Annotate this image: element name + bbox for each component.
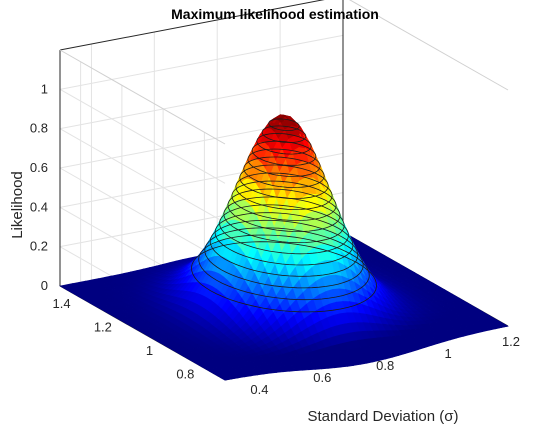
contour-lines: [191, 118, 377, 313]
contour-line: [247, 148, 321, 177]
contour-line: [191, 241, 377, 313]
contour-line: [214, 212, 354, 266]
z-tick-label: 0.6: [30, 160, 48, 175]
tick-labels: 0 0.2 0.4 0.6 0.8 1 0.4 0.6 0.8 1 1.2 0.8 1 1.2 1.4: [30, 81, 520, 397]
x-tick-label: 0.6: [313, 370, 331, 385]
surface: [59, 114, 509, 381]
chart-title: Maximum likelihood estimation: [171, 6, 379, 22]
contour-line: [219, 204, 349, 255]
y-tick-label: 1.2: [94, 319, 112, 334]
contour-line: [268, 118, 300, 131]
y-tick-label: 1: [146, 343, 153, 358]
contour-line: [239, 164, 329, 199]
x-tick-label: 1: [444, 346, 451, 361]
contour-line: [261, 125, 307, 143]
contour-line: [251, 140, 317, 166]
contour-line: [204, 227, 364, 289]
contour-line: [209, 219, 359, 277]
x-tick-label: 0.4: [250, 382, 268, 397]
y-tick-label: 0.8: [176, 366, 194, 381]
contour-line: [235, 172, 333, 210]
contour-line: [243, 156, 325, 188]
contour-line: [256, 132, 312, 155]
z-tick-label: 0.8: [30, 121, 48, 136]
x-tick-label: 1.2: [502, 334, 520, 349]
z-tick-label: 0.2: [30, 239, 48, 254]
x-tick-label: 0.8: [376, 358, 394, 373]
z-tick-label: 1: [41, 81, 48, 96]
contour-line: [198, 234, 370, 301]
contour-line: [231, 180, 337, 221]
z-axis-label: Likelihood: [9, 171, 26, 239]
contour-line: [227, 188, 341, 233]
surface-patch: [496, 323, 509, 328]
x-axis-label: Standard Deviation (σ): [308, 408, 459, 425]
z-tick-label: 0: [41, 278, 48, 293]
y-tick-label: 1.4: [53, 296, 71, 311]
z-tick-label: 0.4: [30, 199, 48, 214]
